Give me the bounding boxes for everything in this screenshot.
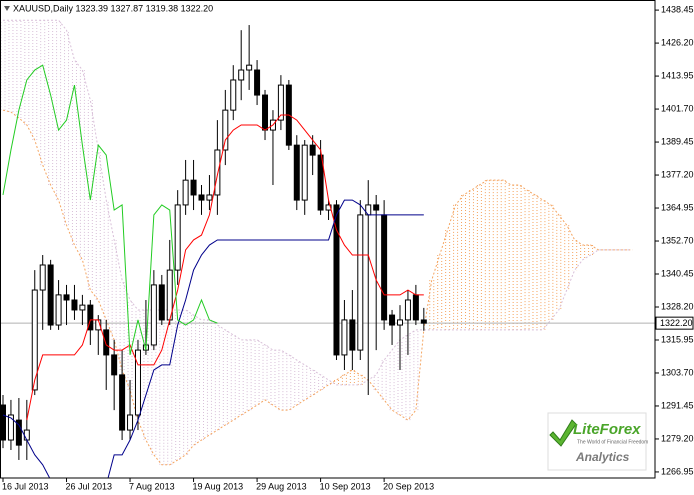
indicator-line	[2, 199, 424, 478]
y-tick-label: 1266.95	[661, 466, 694, 476]
watermark-brand: LiteForex	[573, 421, 641, 438]
candle-body	[15, 419, 22, 446]
candle-body	[381, 214, 388, 321]
candle-body	[389, 314, 396, 326]
candle-body	[246, 64, 253, 71]
candle-body	[127, 414, 134, 431]
candle-body	[79, 304, 86, 311]
y-tick-label: 1303.70	[661, 367, 694, 377]
candle-body	[349, 319, 356, 351]
indicator-line	[2, 64, 218, 356]
last-price-label: 1322.20	[660, 318, 693, 328]
y-tick-label: 1340.45	[661, 268, 694, 278]
candle-body	[23, 429, 30, 441]
watermark: LiteForex The World of Financial Freedom…	[547, 412, 648, 471]
candle-body	[103, 329, 110, 356]
candle-body	[397, 319, 403, 326]
watermark-icon	[549, 419, 577, 447]
y-tick-label: 1426.20	[661, 37, 694, 47]
candle-body	[357, 214, 364, 351]
candle-body	[301, 144, 308, 201]
y-tick-label: 1352.70	[661, 235, 694, 245]
y-tick-label: 1279.20	[661, 433, 694, 443]
candle-body	[420, 319, 427, 324]
symbol-icon	[4, 6, 10, 11]
candle-body	[309, 144, 316, 156]
candle-body	[87, 304, 94, 331]
indicator-line	[26, 114, 424, 421]
y-tick-label: 1401.70	[661, 103, 694, 113]
candle-body	[47, 264, 54, 326]
candle-body	[341, 319, 348, 356]
candle-body	[254, 69, 261, 96]
x-tick-label: 29 Aug 2013	[256, 481, 307, 491]
plot-frame	[0, 0, 656, 479]
candle-body	[111, 354, 118, 376]
candle-body	[317, 154, 324, 211]
y-tick-label: 1315.95	[661, 334, 694, 344]
candle-body	[262, 94, 269, 131]
candle-body	[0, 404, 6, 441]
candle-body	[7, 414, 14, 441]
candle-body	[71, 299, 78, 311]
symbol-header: XAUUSD,Daily 1323.39 1327.87 1319.38 132…	[4, 3, 213, 13]
x-tick-label: 7 Aug 2013	[129, 481, 175, 491]
candle-body	[55, 294, 62, 326]
candle-body	[31, 289, 38, 391]
y-tick-label: 1291.45	[661, 400, 694, 410]
candle-body	[238, 69, 245, 81]
candle-body	[134, 349, 141, 416]
last-price-box	[655, 316, 694, 330]
cloud-span	[3, 19, 631, 386]
candle-body	[373, 204, 380, 211]
candle-body	[277, 84, 284, 121]
y-tick-label: 1328.20	[661, 301, 694, 311]
x-tick-label: 10 Sep 2013	[320, 481, 371, 491]
candle-body	[325, 204, 332, 211]
candle-body	[404, 299, 411, 321]
y-tick-label: 1389.45	[661, 136, 694, 146]
chart-title: XAUUSD,Daily 1323.39 1327.87 1319.38 132…	[13, 3, 213, 13]
x-tick-label: 26 Jul 2013	[66, 481, 113, 491]
candle-body	[182, 179, 189, 206]
y-tick-label: 1438.45	[661, 4, 694, 14]
candle-body	[222, 109, 229, 151]
watermark-tagline: The World of Financial Freedom	[577, 439, 648, 445]
candle-body	[174, 204, 181, 271]
candle-body	[190, 179, 197, 196]
candle-body	[333, 204, 340, 356]
candle-body	[293, 144, 300, 201]
candle-body	[206, 194, 213, 201]
axes: 1438.45 1426.20 1413.95 1401.70 1389.45 1377.…	[2, 4, 694, 491]
y-tick-label: 1377.20	[661, 169, 694, 179]
x-tick-label: 19 Aug 2013	[193, 481, 244, 491]
x-tick-label: 20 Sep 2013	[383, 481, 434, 491]
plot-area	[0, 19, 655, 478]
cloud-span	[2, 109, 631, 466]
candle-body	[63, 294, 70, 301]
candle-body	[150, 284, 157, 346]
candle-body	[214, 149, 221, 196]
x-tick-label: 16 Jul 2013	[2, 481, 49, 491]
candle-body	[198, 194, 205, 201]
y-tick-label: 1364.95	[661, 202, 694, 212]
y-tick-label: 1413.95	[661, 70, 694, 80]
candle-body	[412, 294, 419, 321]
candle-body	[230, 79, 237, 111]
candle-body	[119, 374, 126, 431]
candle-body	[39, 264, 46, 291]
watermark-product: Analytics	[575, 450, 630, 464]
candle-body	[158, 284, 165, 321]
